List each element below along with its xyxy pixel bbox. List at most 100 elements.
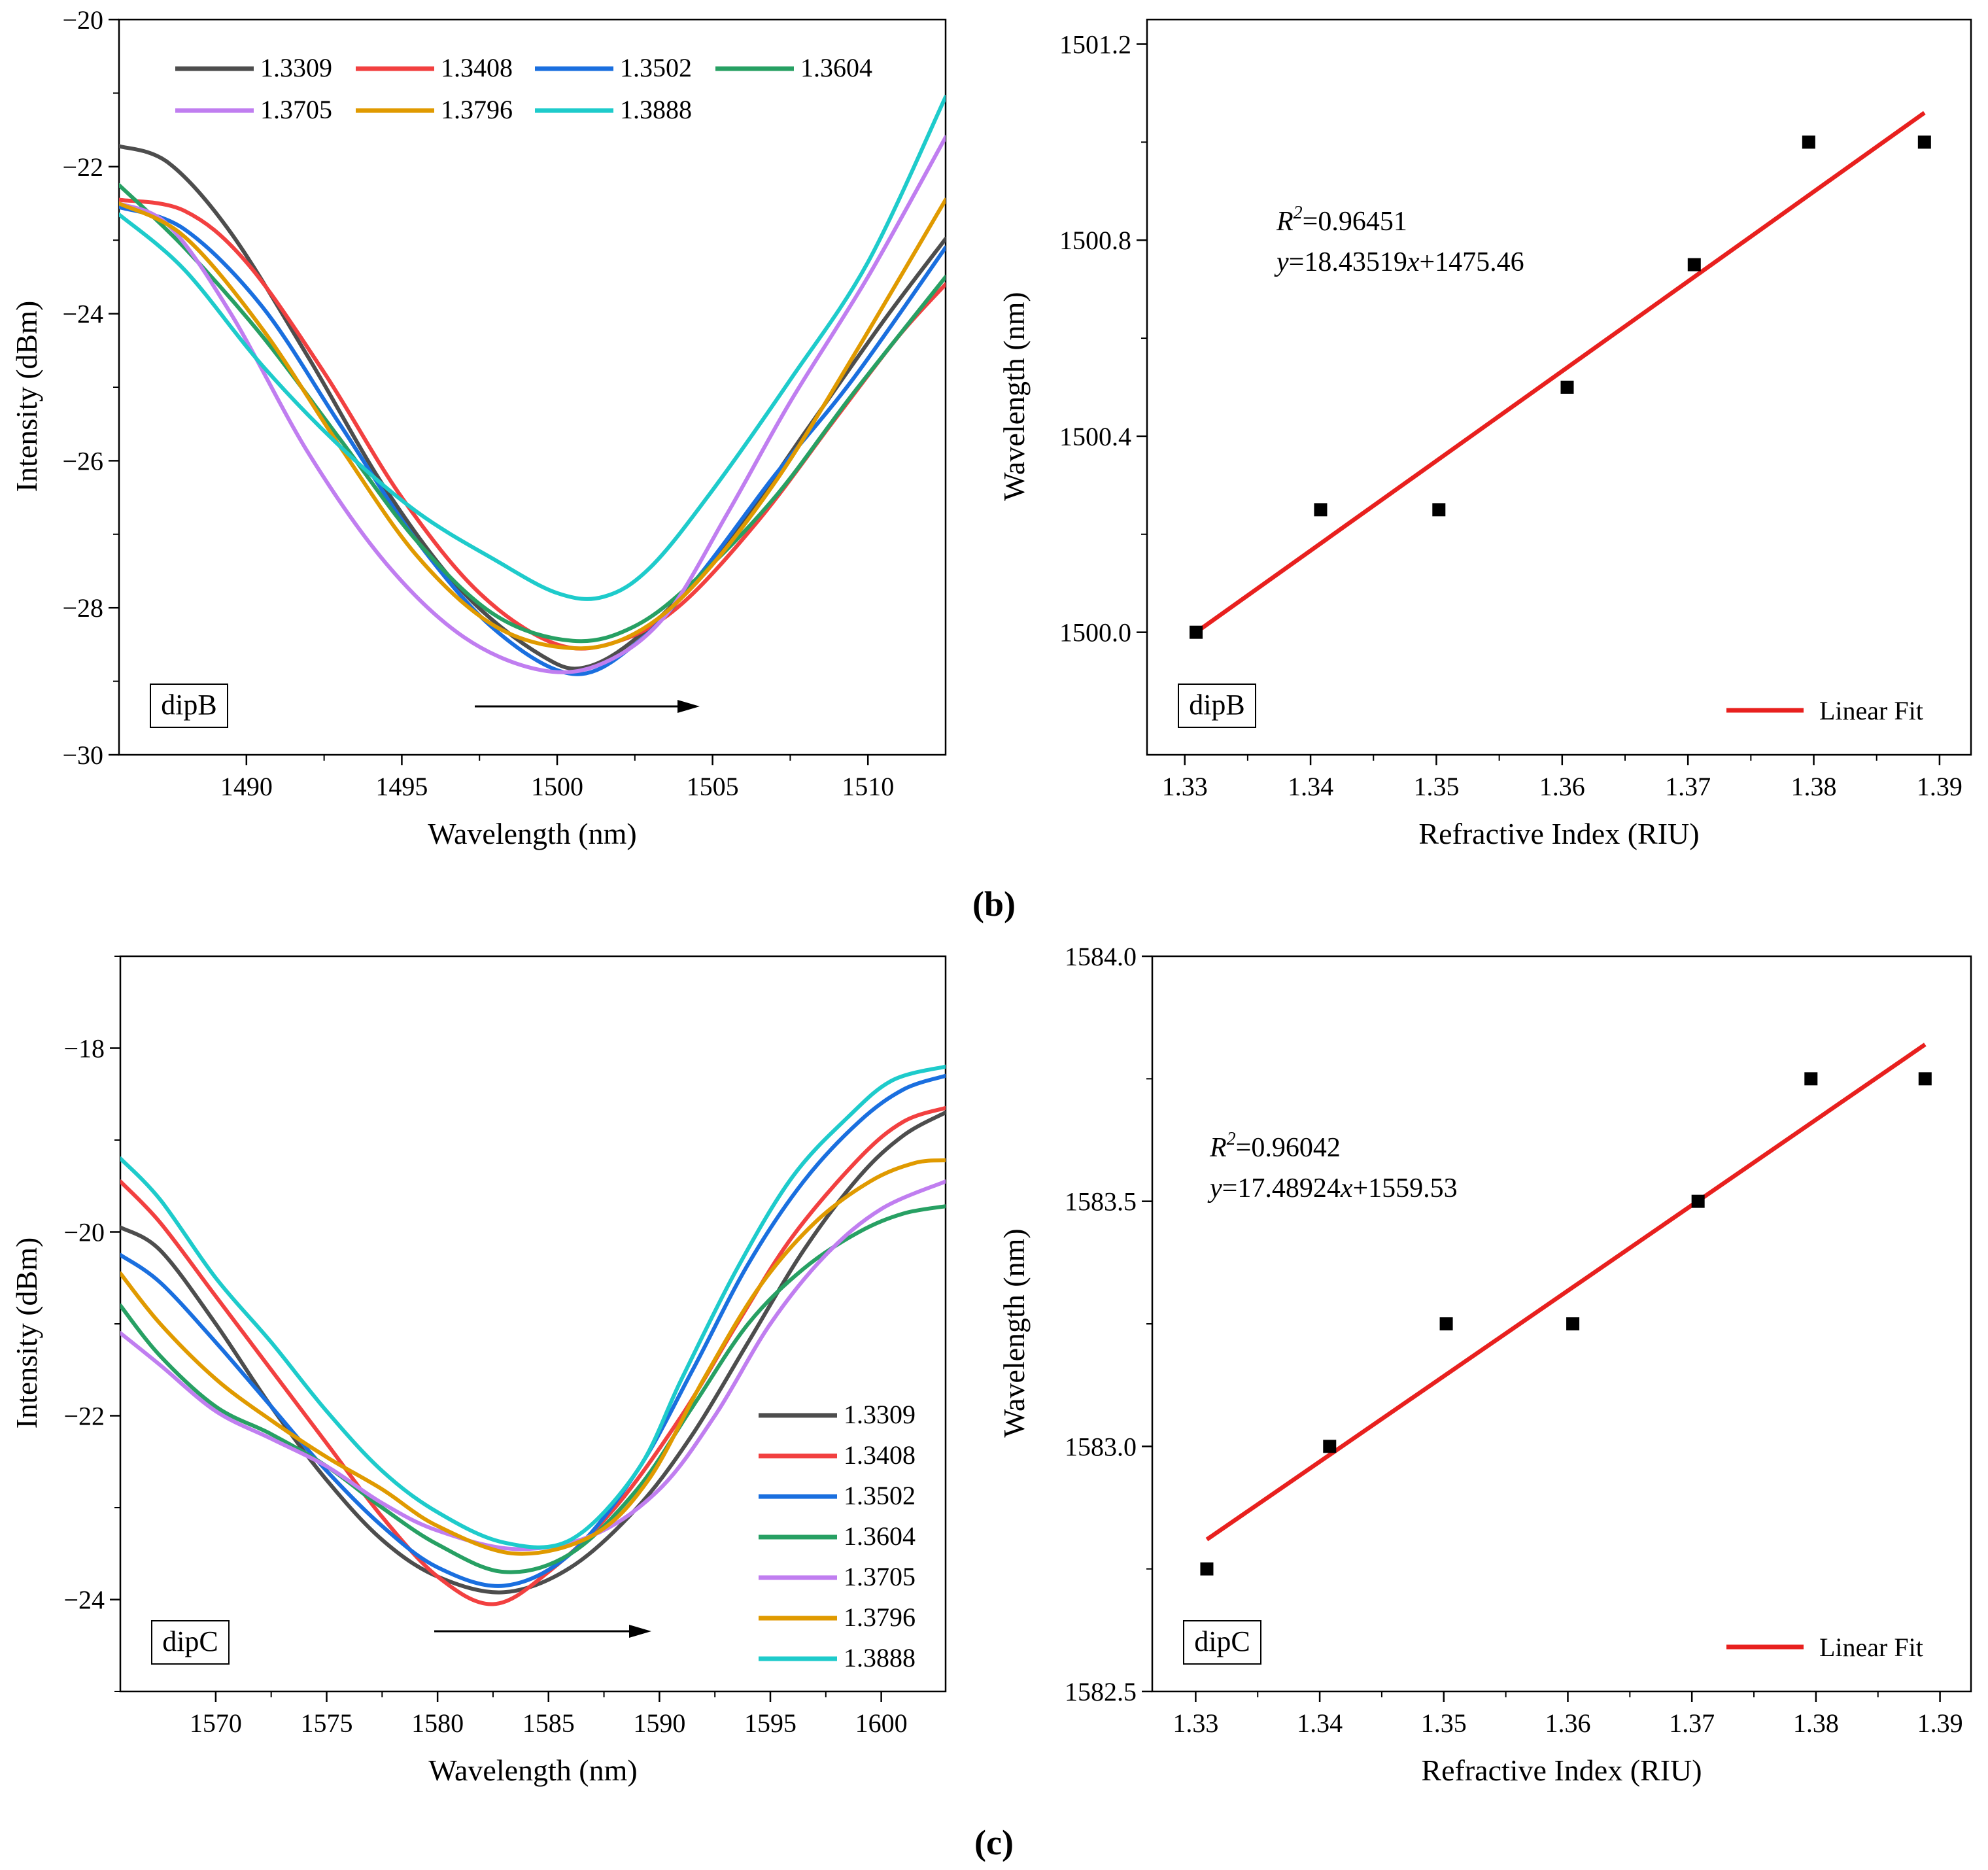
data-point: [1200, 1562, 1214, 1576]
x-tick-label: 1590: [633, 1708, 685, 1738]
x-tick-label: 1490: [220, 772, 273, 801]
legend-label: 1.3604: [800, 53, 872, 82]
plot-area: [1190, 111, 1931, 639]
fit-line: [1195, 111, 1926, 634]
x-tick-label: 1.33: [1173, 1708, 1218, 1738]
y-tick-label: −24: [63, 1585, 105, 1615]
series-line: [120, 1105, 946, 1606]
data-point: [1918, 1072, 1932, 1086]
legend-label: 1.3502: [844, 1481, 916, 1510]
r2-superscript: 2: [1294, 203, 1303, 223]
r2-symbol: R: [1276, 207, 1294, 237]
series-line: [119, 198, 946, 651]
data-point: [1566, 1317, 1580, 1330]
legend-label: 1.3502: [620, 53, 692, 82]
x-tick-label: 1505: [687, 772, 739, 801]
data-point: [1917, 135, 1931, 149]
fit-equation: y=18.43519x+1475.46: [1274, 247, 1524, 277]
shift-arrow-head: [677, 700, 700, 713]
x-tick-label: 1575: [301, 1708, 353, 1738]
legend-label: 1.3408: [844, 1440, 916, 1470]
legend-label: 1.3705: [260, 95, 332, 124]
plot-frame: [1146, 18, 1972, 756]
series-line: [119, 135, 946, 674]
r2-value: =0.96042: [1236, 1133, 1341, 1163]
shift-arrow-head: [629, 1625, 651, 1638]
y-axis-label: Wavelength (nm): [997, 1228, 1031, 1437]
eq-x: x: [1340, 1173, 1353, 1203]
series-line: [119, 95, 946, 601]
x-tick-label: 1.39: [1917, 772, 1962, 801]
legend-label: 1.3309: [260, 53, 332, 82]
plot-area: [1200, 1043, 1932, 1576]
x-tick-label: 1510: [842, 772, 894, 801]
r2-value: =0.96451: [1303, 207, 1407, 237]
y-tick-label: 1501.2: [1059, 29, 1131, 59]
y-tick-label: 1500.0: [1059, 618, 1131, 648]
x-tick-label: 1.37: [1669, 1708, 1715, 1738]
x-tick-label: 1.38: [1793, 1708, 1839, 1738]
chart-b-left: 1490 1495 1500 1505 1510 −30 −28 −26 −24 −22 −20 Wa…: [10, 5, 947, 850]
series-line: [119, 205, 946, 676]
x-tick-label: 1.36: [1545, 1708, 1590, 1738]
data-point: [1560, 381, 1574, 394]
y-axis-label: Wavelength (nm): [997, 292, 1031, 500]
x-tick-label: 1.38: [1791, 772, 1837, 801]
eq-intercept: +1559.53: [1353, 1173, 1458, 1203]
x-tick-label: 1.39: [1917, 1708, 1963, 1738]
y-axis-label: Intensity (dBm): [10, 301, 43, 493]
data-point: [1314, 503, 1328, 517]
x-tick-label: 1595: [744, 1708, 797, 1738]
y-tick-label: −20: [62, 5, 103, 35]
chart-c-left: 1570 1575 1580 1585 1590 1595 1600 −24 −22 −20 −18…: [10, 955, 947, 1787]
r2-symbol: R: [1209, 1133, 1227, 1163]
series-line: [120, 1073, 946, 1588]
legend-label: 1.3888: [620, 95, 692, 124]
y-tick-label: −20: [63, 1218, 105, 1247]
y-tick-label: −22: [63, 1402, 105, 1431]
y-tick-label: 1584.0: [1065, 942, 1137, 971]
eq-intercept: +1475.46: [1420, 247, 1524, 277]
eq-y: y: [1274, 247, 1289, 277]
legend-label: 1.3796: [441, 95, 513, 124]
tag-box: [1183, 1620, 1261, 1665]
legend-label: Linear Fit: [1819, 1633, 1923, 1662]
x-tick-label: 1580: [411, 1708, 464, 1738]
x-tick-label: 1.35: [1413, 772, 1459, 801]
y-tick-label: −22: [62, 152, 103, 182]
r2-annotation: R2=0.96042: [1209, 1129, 1341, 1163]
legend: 1.3309 1.3408 1.3502 1.3604 1.3705 1.3796 1.38…: [175, 53, 872, 124]
x-axis-label: Refractive Index (RIU): [1421, 1754, 1702, 1787]
eq-slope: =17.48924: [1222, 1173, 1341, 1203]
x-tick-label: 1.35: [1421, 1708, 1467, 1738]
y-tick-label: 1583.0: [1065, 1432, 1137, 1461]
x-axis-label: Refractive Index (RIU): [1418, 817, 1699, 850]
chart-c-right: 1.33 1.34 1.35 1.36 1.37 1.38 1.39 1582.5 1583.0…: [997, 942, 1972, 1787]
tag-label: dipC: [162, 1625, 218, 1657]
series-line: [119, 182, 946, 644]
data-point: [1323, 1440, 1337, 1453]
legend-label: 1.3408: [441, 53, 513, 82]
y-axis-label: Intensity (dBm): [10, 1238, 43, 1429]
series-line: [120, 1158, 946, 1556]
data-point: [1432, 503, 1446, 517]
legend: 1.3309 1.3408 1.3502 1.3604 1.3705 1.3796 1.38…: [759, 1400, 916, 1672]
x-tick-label: 1.34: [1297, 1708, 1343, 1738]
legend-label: 1.3888: [844, 1643, 916, 1672]
y-tick-label: 1500.4: [1059, 422, 1131, 451]
plot-frame: [118, 18, 947, 756]
plot-area: [119, 95, 946, 676]
fit-line: [1205, 1043, 1927, 1542]
y-tick-label: −28: [62, 593, 103, 623]
x-tick-label: 1570: [190, 1708, 242, 1738]
y-tick-label: −24: [62, 300, 103, 329]
chart-b-right: 1.33 1.34 1.35 1.36 1.37 1.38 1.39 1500.0 1500.4…: [997, 18, 1972, 850]
legend-label: 1.3705: [844, 1562, 916, 1591]
legend-label: Linear Fit: [1819, 696, 1923, 725]
data-point: [1802, 135, 1815, 149]
data-point: [1804, 1072, 1818, 1086]
legend-label: 1.3796: [844, 1602, 916, 1632]
y-tick-label: −18: [63, 1034, 105, 1064]
legend-label: 1.3604: [844, 1521, 916, 1551]
